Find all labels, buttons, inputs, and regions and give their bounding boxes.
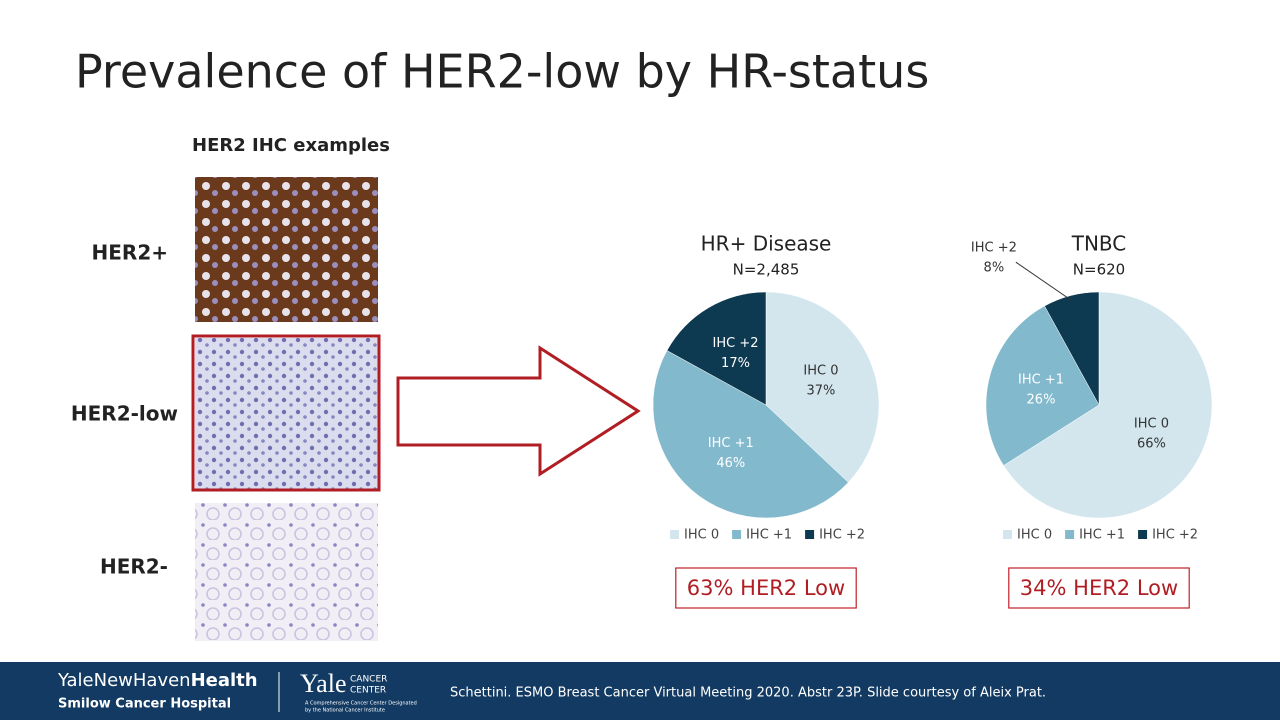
pie-slice (1003, 291, 1213, 519)
footer (0, 662, 1280, 720)
chart-subtitle: N=620 (1073, 261, 1125, 279)
chart-title: HR+ Disease (701, 232, 832, 256)
legend-swatch (1065, 530, 1075, 539)
pie-slice (652, 350, 849, 519)
brand-bold: Health (191, 670, 258, 691)
annotation: 63% HER2 Low (687, 576, 845, 600)
leader-line (1015, 261, 1073, 302)
slice-value: 26% (1027, 393, 1056, 408)
slice-value: 37% (807, 384, 836, 399)
legend-swatch (670, 530, 679, 539)
legend-swatch (1138, 530, 1148, 539)
slice-label: IHC 0 (803, 364, 838, 379)
legend-swatch (805, 530, 815, 539)
slice-label: IHC +2 (971, 241, 1017, 256)
slide-title: Prevalence of HER2-low by HR-status (75, 45, 929, 99)
chart-subtitle: N=2,485 (733, 261, 800, 279)
center: CENTER (350, 686, 386, 696)
pie-slice (1044, 291, 1100, 406)
slice-label: IHC +1 (708, 436, 754, 451)
arrow (396, 345, 641, 477)
yale-note: by the National Cancer Institute (305, 708, 385, 714)
legend-label: IHC 0 (684, 528, 719, 543)
legend-label: IHC +2 (1152, 528, 1198, 543)
chart-title: TNBC (1071, 232, 1127, 256)
brand: YaleNewHavenHealth (57, 670, 258, 691)
legend-label: IHC +1 (746, 528, 792, 543)
charts: HR+ Disease N=2,485 IHC 0 37% IHC +1 46% IHC +… (652, 232, 1213, 609)
slice-label: IHC +1 (1018, 373, 1064, 388)
ihc-label: HER2+ (92, 241, 168, 265)
slice-value: 46% (716, 456, 745, 471)
slice-label: IHC +2 (713, 336, 759, 351)
yale: Yale (300, 669, 346, 698)
citation: Schettini. ESMO Breast Cancer Virtual Me… (450, 686, 1046, 701)
yale-note: A Comprehensive Cancer Center Designated (305, 701, 417, 707)
pie-slice (765, 291, 880, 483)
ihc-label: HER2-low (71, 402, 178, 426)
legend-swatch (732, 530, 742, 539)
annotation-box (675, 567, 857, 609)
slice-value: 8% (984, 261, 1005, 276)
slice-value: 17% (721, 356, 750, 371)
hospital: Smilow Cancer Hospital (58, 697, 231, 712)
slice-value: 66% (1137, 436, 1166, 451)
ihc-image (195, 503, 378, 641)
ihc-heading: HER2 IHC examples (192, 135, 390, 156)
highlight-frame (191, 334, 381, 492)
legend-label: IHC +1 (1079, 528, 1125, 543)
brand-light: YaleNewHaven (57, 670, 191, 691)
cancer: CANCER (350, 675, 387, 685)
legend-swatch (1003, 530, 1012, 539)
pie-slice (666, 291, 767, 406)
legend-label: IHC 0 (1017, 528, 1052, 543)
slice-label: IHC 0 (1134, 416, 1169, 431)
ihc-image (195, 177, 378, 322)
ihc-label: HER2- (100, 555, 168, 579)
annotation: 34% HER2 Low (1020, 576, 1178, 600)
annotation-box (1008, 567, 1190, 609)
legend-label: IHC +2 (819, 528, 865, 543)
pie-slice (985, 305, 1100, 466)
ihc-image (195, 338, 378, 489)
